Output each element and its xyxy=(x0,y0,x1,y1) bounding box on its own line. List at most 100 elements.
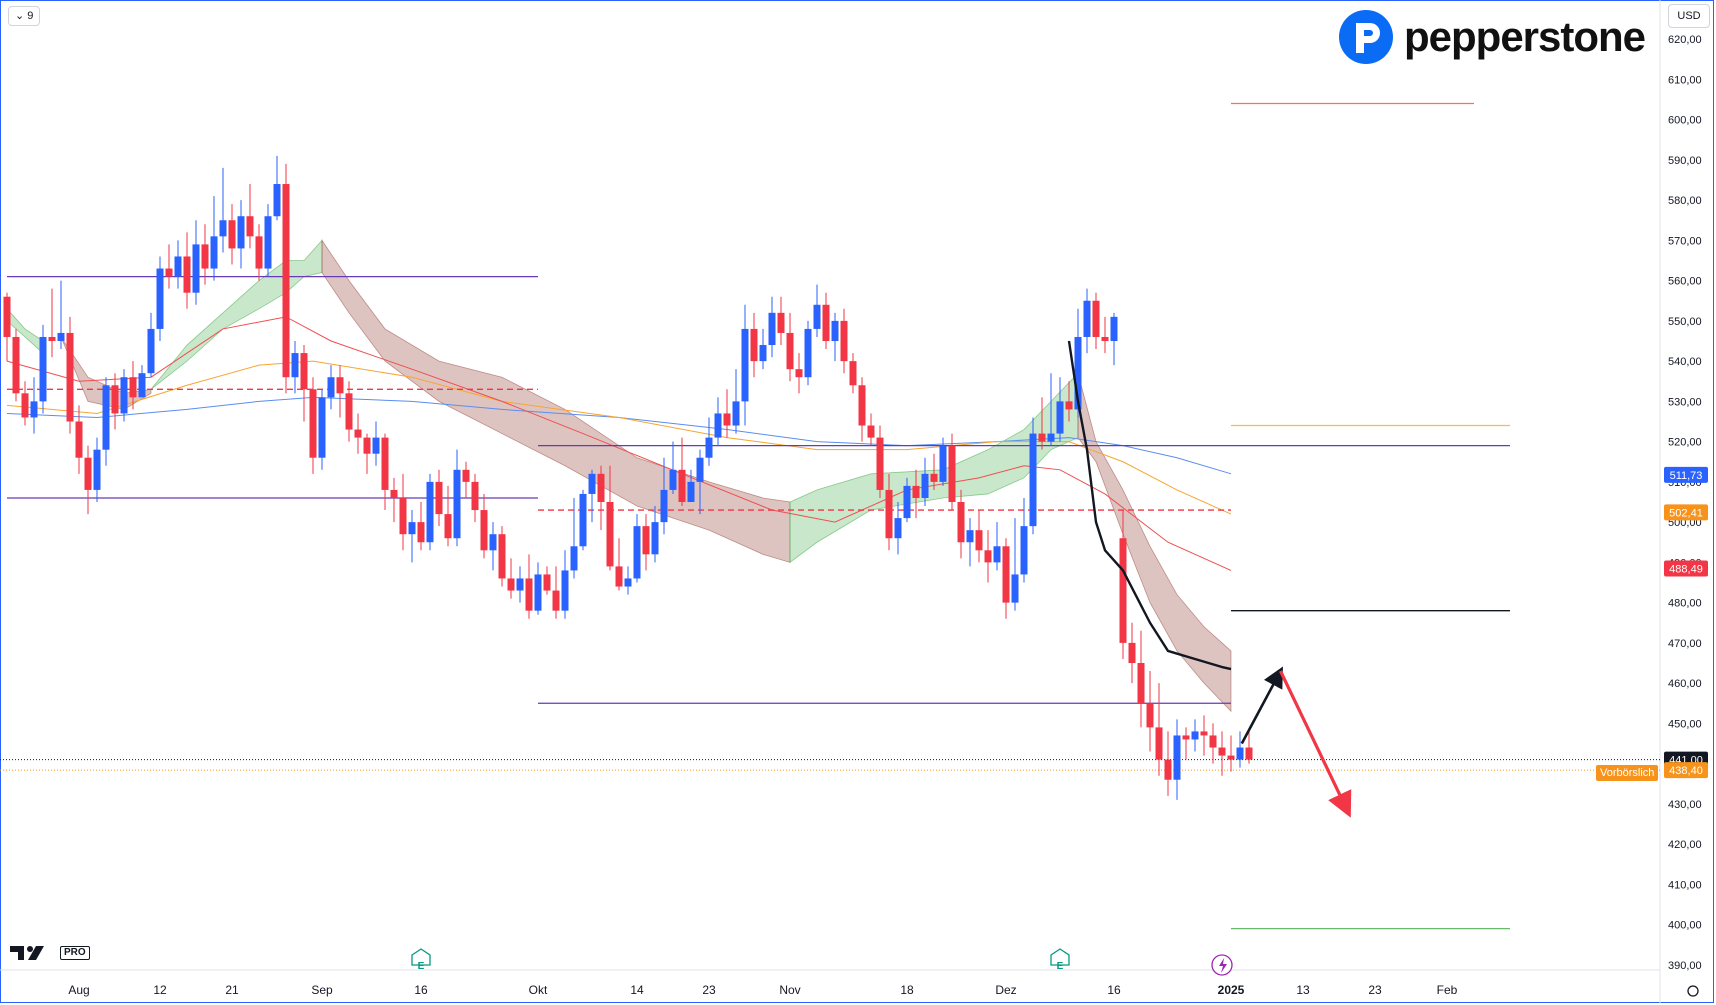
candle-body xyxy=(1227,755,1235,760)
x-tick-label: Okt xyxy=(529,983,548,997)
candle-body xyxy=(246,216,254,237)
candle-body xyxy=(777,312,785,333)
y-tick-label: 600,00 xyxy=(1668,115,1702,127)
timeframe-button[interactable]: ⌄ 9 xyxy=(8,6,41,26)
premarket-label: Vorbörslich xyxy=(1596,765,1659,781)
y-tick-label: 570,00 xyxy=(1668,235,1702,247)
candle-body xyxy=(651,522,659,555)
candle-body xyxy=(507,578,515,591)
candle-body xyxy=(102,385,110,450)
candle-body xyxy=(264,216,272,269)
ma-orange-line xyxy=(6,360,1232,515)
candle-body xyxy=(3,296,11,337)
candle-body xyxy=(75,421,83,458)
candle-body xyxy=(723,413,731,426)
candle-body xyxy=(678,469,686,502)
x-tick-label: 12 xyxy=(153,983,167,997)
candle-body xyxy=(417,522,425,543)
brand-name: pepperstone xyxy=(1404,13,1646,60)
x-tick-label: 13 xyxy=(1296,983,1310,997)
candle-body xyxy=(165,268,173,277)
candle-body xyxy=(408,522,416,535)
candle-body xyxy=(192,244,200,293)
candle-body xyxy=(1110,316,1118,341)
candle-body xyxy=(381,437,389,490)
candle-body xyxy=(174,256,182,277)
candle-body xyxy=(867,425,875,438)
candle-body xyxy=(309,389,317,458)
ribbon-red-3 xyxy=(321,239,791,563)
candle-body xyxy=(84,457,92,490)
x-tick-label: Feb xyxy=(1437,983,1458,997)
candle-body xyxy=(894,518,902,539)
candle-body xyxy=(660,489,668,523)
candle-body xyxy=(921,473,929,498)
candle-body xyxy=(57,332,65,341)
tv-pro-badge: PRO xyxy=(60,946,90,960)
candle-body xyxy=(453,469,461,539)
candle-body xyxy=(1083,300,1091,337)
candle-body xyxy=(687,481,695,502)
candle-body xyxy=(66,332,74,422)
candle-body xyxy=(669,469,677,490)
candle-body xyxy=(516,578,524,591)
candle-body xyxy=(30,401,38,418)
candle-body xyxy=(543,574,551,591)
x-tick-label: 23 xyxy=(1368,983,1382,997)
candle-body xyxy=(795,369,803,378)
candle-body xyxy=(48,336,56,341)
candle-body xyxy=(786,332,794,370)
candle-body xyxy=(939,445,947,482)
y-tick-label: 410,00 xyxy=(1668,879,1702,891)
price-label-bg xyxy=(1664,466,1708,483)
candle-body xyxy=(1092,300,1100,337)
x-tick-label: 23 xyxy=(702,983,716,997)
candle-body xyxy=(570,546,578,571)
x-tick-label: 2025 xyxy=(1218,983,1245,997)
candle-body xyxy=(822,304,830,341)
currency-button[interactable]: USD xyxy=(1668,4,1710,28)
candle-body xyxy=(1047,433,1055,442)
candle-body xyxy=(111,385,119,414)
candle-body xyxy=(696,457,704,482)
projection-arrow xyxy=(1279,670,1352,818)
price-label-text: 502,41 xyxy=(1669,507,1703,519)
candle-body xyxy=(183,256,191,293)
pepperstone-logo-icon xyxy=(1339,10,1393,64)
candle-body xyxy=(606,502,614,567)
candle-body xyxy=(1029,433,1037,527)
candle-body xyxy=(372,437,380,454)
candle-body xyxy=(912,485,920,498)
y-tick-label: 390,00 xyxy=(1668,960,1702,972)
y-tick-label: 540,00 xyxy=(1668,356,1702,368)
candle-body xyxy=(426,481,434,543)
candle-body xyxy=(876,437,884,490)
candle-body xyxy=(1119,538,1127,643)
candle-body xyxy=(1101,336,1109,341)
candle-body xyxy=(633,526,641,579)
candle-body xyxy=(399,497,407,535)
candle-body xyxy=(147,328,155,374)
candle-body xyxy=(1236,747,1244,760)
candle-body xyxy=(489,534,497,551)
candle-body xyxy=(336,377,344,394)
price-label-text: 488,49 xyxy=(1669,563,1703,575)
y-tick-label: 450,00 xyxy=(1668,718,1702,730)
candle-body xyxy=(39,336,47,402)
candle-body xyxy=(705,437,713,458)
candle-body xyxy=(534,574,542,611)
candle-body xyxy=(1200,731,1208,736)
x-tick-label: Nov xyxy=(779,983,800,997)
candle-body xyxy=(273,184,281,217)
chevron-down-icon: ⌄ xyxy=(15,10,25,22)
candle-body xyxy=(201,244,209,269)
candle-body xyxy=(849,361,857,386)
candle-body xyxy=(1146,703,1154,728)
tradingview-icon xyxy=(10,946,44,960)
x-tick-label: 16 xyxy=(414,983,428,997)
candle-body xyxy=(390,489,398,498)
candle-body xyxy=(1074,336,1082,410)
candle-body xyxy=(21,393,29,418)
